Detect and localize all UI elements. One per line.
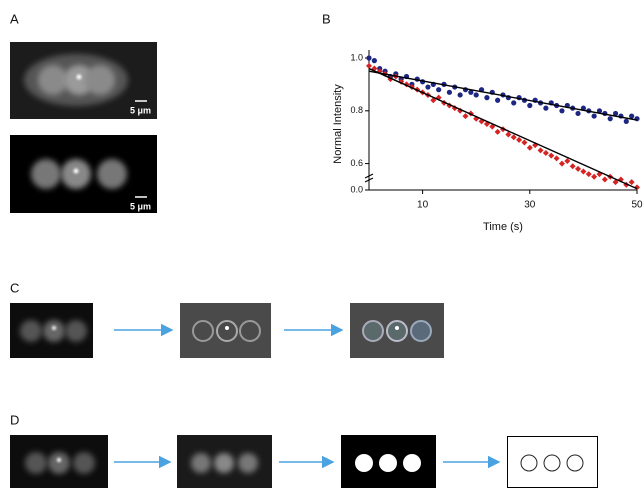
- point: [564, 157, 571, 164]
- x-axis-label: Time (s): [483, 221, 523, 233]
- micrograph: 5 μm: [10, 135, 157, 213]
- point: [511, 100, 517, 106]
- y-tick-label: 0.6: [350, 158, 363, 168]
- y-tick-label: 0.8: [350, 105, 363, 115]
- scale-bar-label: 5 μm: [130, 201, 151, 211]
- x-tick-label: 50: [631, 200, 643, 211]
- processing-row: [10, 303, 444, 358]
- point: [558, 160, 565, 167]
- point: [495, 97, 501, 103]
- panel-label: A: [10, 11, 19, 26]
- point: [462, 113, 469, 120]
- point: [569, 163, 576, 170]
- fit-line: [368, 70, 638, 121]
- point: [516, 136, 523, 143]
- point: [505, 131, 512, 138]
- point: [543, 105, 549, 111]
- panel-label: C: [10, 280, 19, 295]
- y-tick-label: 0.0: [350, 184, 363, 194]
- point: [436, 87, 442, 93]
- point: [521, 139, 528, 146]
- point: [510, 134, 517, 141]
- point: [591, 113, 597, 119]
- panel-label: B: [322, 11, 331, 26]
- scale-bar-label: 5 μm: [130, 105, 151, 115]
- point: [612, 179, 619, 186]
- point: [484, 95, 490, 101]
- point: [623, 118, 629, 124]
- point: [607, 116, 613, 122]
- segmentation-row: [10, 435, 598, 488]
- point: [634, 116, 640, 122]
- point: [628, 179, 635, 186]
- point: [629, 113, 635, 119]
- point: [425, 84, 431, 90]
- point: [473, 92, 479, 98]
- point: [494, 128, 501, 135]
- axis-break: [364, 173, 374, 183]
- point: [366, 55, 372, 61]
- y-tick-label: 1.0: [350, 52, 363, 62]
- point: [457, 92, 463, 98]
- point: [366, 62, 372, 69]
- point: [468, 89, 474, 95]
- panel-label: D: [10, 412, 19, 427]
- point: [575, 165, 582, 172]
- micrograph: 5 μm: [10, 42, 157, 119]
- point: [526, 144, 533, 151]
- point: [446, 89, 452, 95]
- point: [585, 171, 592, 178]
- point: [596, 108, 603, 114]
- fit-line: [368, 67, 638, 190]
- point: [371, 58, 377, 64]
- y-axis-label: Normal Intensity: [332, 84, 344, 164]
- plot-b: 0.0 0.6 0.8 1.0 10 30 50 Time (s) Normal Intensi…: [332, 50, 643, 233]
- point: [553, 155, 560, 162]
- point: [542, 150, 549, 157]
- point: [527, 102, 533, 109]
- point: [559, 108, 565, 114]
- point: [612, 110, 619, 117]
- point: [601, 176, 608, 183]
- point: [575, 110, 581, 117]
- point: [537, 147, 544, 154]
- x-tick-label: 30: [524, 200, 536, 211]
- x-tick-label: 10: [417, 200, 429, 211]
- point: [548, 152, 555, 159]
- point: [591, 173, 598, 180]
- point: [580, 168, 587, 175]
- point: [634, 184, 640, 191]
